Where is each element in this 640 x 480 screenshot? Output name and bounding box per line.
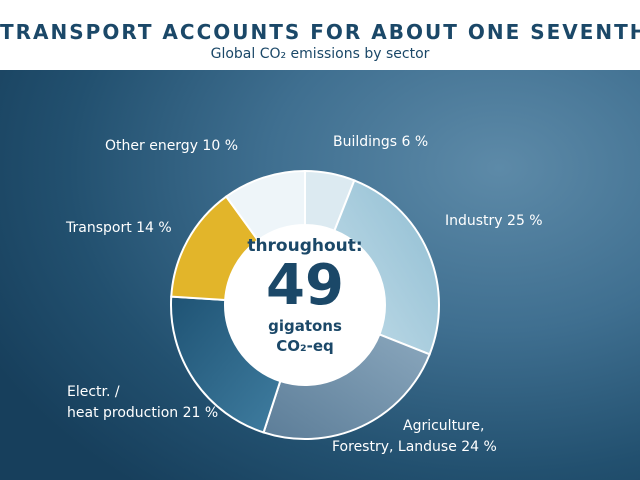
label-electr-2: heat production 21 % [67, 405, 219, 421]
center-line-1: throughout: [247, 236, 363, 256]
donut-center [225, 225, 385, 385]
label-agriculture-2: Forestry, Landuse 24 % [332, 439, 497, 455]
label-transport: Transport 14 % [66, 220, 172, 236]
chart-title: TRANSPORT ACCOUNTS FOR ABOUT ONE SEVENTH [0, 20, 640, 44]
label-other-energy: Other energy 10 % [105, 138, 238, 154]
center-number: 49 [266, 253, 344, 318]
label-agriculture-1: Agriculture, [403, 418, 485, 434]
label-buildings: Buildings 6 % [333, 134, 429, 150]
header: TRANSPORT ACCOUNTS FOR ABOUT ONE SEVENTH… [0, 0, 640, 70]
label-industry: Industry 25 % [445, 213, 543, 229]
label-electr-1: Electr. / [67, 384, 120, 400]
center-total: throughout: 49 gigatons CO₂-eq [230, 236, 380, 356]
chart-subtitle: Global CO₂ emissions by sector [210, 46, 430, 62]
center-line-4: CO₂-eq [276, 337, 334, 355]
center-line-3: gigatons [268, 317, 342, 335]
